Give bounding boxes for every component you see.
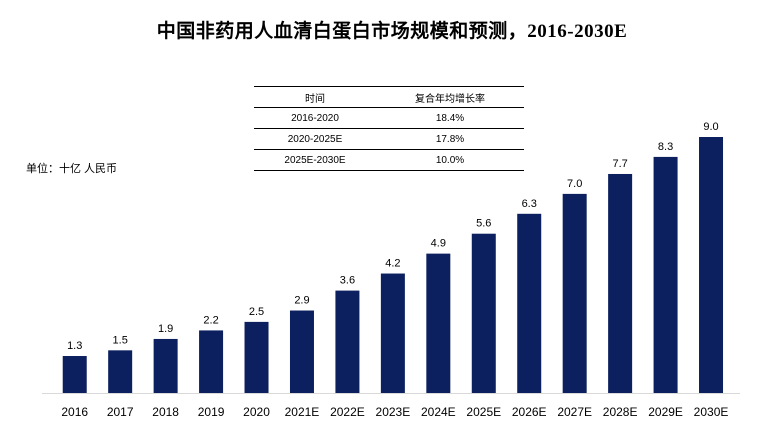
- data-label: 7.7: [612, 158, 627, 170]
- bar: [380, 273, 405, 393]
- x-tick-label: 2025E: [466, 405, 501, 419]
- cagr-rate: 17.8%: [435, 133, 465, 145]
- bar: [699, 137, 724, 393]
- cagr-row: 2020-2025E 17.8%: [254, 129, 524, 150]
- x-tick-label: 2020: [243, 405, 270, 419]
- bar: [653, 156, 678, 393]
- x-tick-label: 2016: [61, 405, 88, 419]
- cagr-header-row: 时间 复合年均增长率: [254, 86, 524, 108]
- x-tick-label: 2029E: [648, 405, 683, 419]
- data-label: 4.9: [431, 238, 446, 250]
- bar: [608, 173, 633, 393]
- cagr-period: 2020-2025E: [287, 133, 343, 145]
- x-tick-label: 2021E: [285, 405, 320, 419]
- cagr-rate: 18.4%: [435, 112, 465, 124]
- bar: [108, 350, 133, 393]
- cagr-row: 2016-2020 18.4%: [254, 108, 524, 129]
- data-label: 1.9: [158, 323, 173, 335]
- cagr-period: 2016-2020: [291, 112, 339, 124]
- data-label: 6.3: [522, 198, 537, 210]
- data-label: 2.5: [249, 306, 264, 318]
- x-tick-label: 2023E: [376, 405, 411, 419]
- x-tick-label: 2028E: [603, 405, 638, 419]
- bar: [244, 321, 269, 393]
- x-tick-label: 2024E: [421, 405, 456, 419]
- x-tick-label: 2017: [107, 405, 134, 419]
- bar: [517, 213, 542, 393]
- chart-title: 中国非药用人血清白蛋白市场规模和预测，2016-2030E: [156, 21, 628, 42]
- bar: [426, 253, 451, 393]
- data-label: 7.0: [567, 178, 582, 190]
- data-label: 5.6: [476, 218, 491, 230]
- x-tick-label: 2027E: [557, 405, 592, 419]
- x-tick-label: 2022E: [330, 405, 365, 419]
- x-tick-label: 2030E: [694, 405, 729, 419]
- cagr-row: 2025E-2030E 10.0%: [254, 150, 524, 171]
- data-label: 8.3: [658, 141, 673, 153]
- x-tick-label: 2018: [152, 405, 179, 419]
- data-label: 1.5: [113, 334, 128, 346]
- bar: [199, 330, 224, 393]
- cagr-period: 2025E-2030E: [284, 154, 346, 166]
- bar: [335, 290, 360, 393]
- cagr-header-rate: 复合年均增长率: [376, 86, 524, 108]
- x-tick-label: 2019: [198, 405, 225, 419]
- cagr-rate: 10.0%: [435, 154, 465, 166]
- data-label: 9.0: [703, 121, 718, 133]
- bar: [289, 310, 314, 393]
- cagr-header-period: 时间: [254, 86, 376, 108]
- bar: [62, 356, 87, 393]
- bar: [153, 338, 178, 393]
- data-label: 2.9: [294, 295, 309, 307]
- data-label: 2.2: [203, 314, 218, 326]
- unit-label: 单位：十亿 人民币: [26, 163, 118, 175]
- data-label: 1.3: [67, 340, 82, 352]
- data-label: 4.2: [385, 258, 400, 270]
- bar: [471, 233, 496, 393]
- cagr-table: 时间 复合年均增长率 2016-2020 18.4% 2020-2025E 17…: [254, 86, 524, 171]
- x-tick-label: 2026E: [512, 405, 547, 419]
- bar: [562, 193, 587, 393]
- data-label: 3.6: [340, 275, 355, 287]
